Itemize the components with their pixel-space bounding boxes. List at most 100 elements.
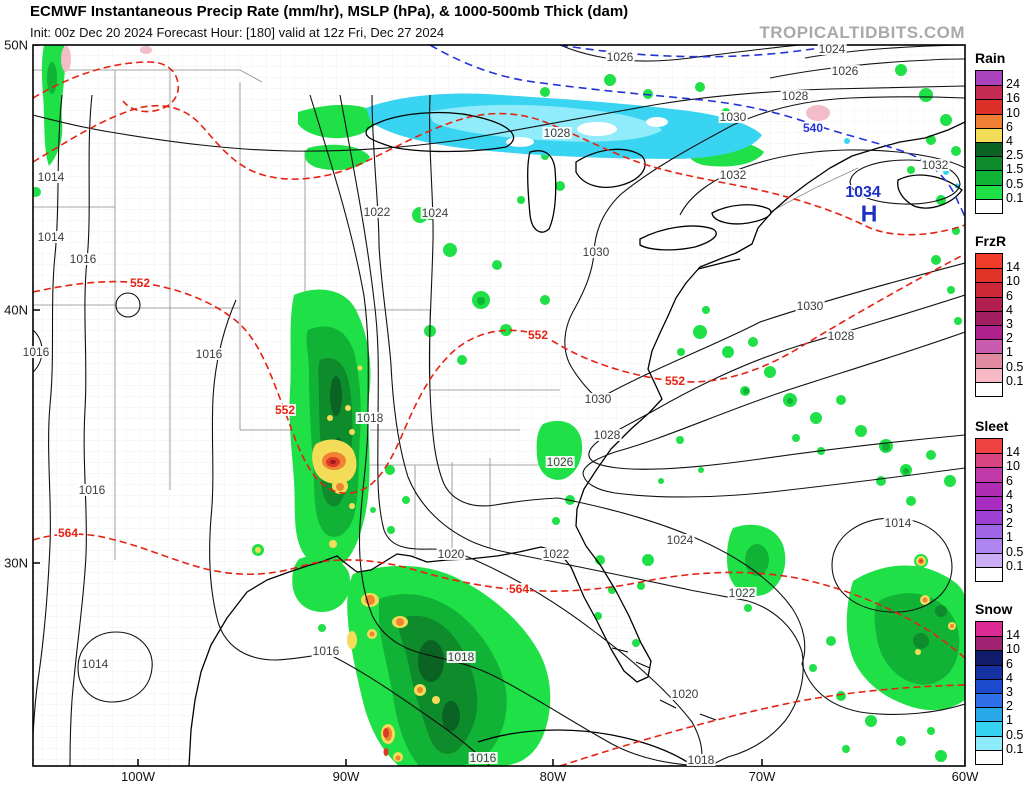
legend-scale-sleet: Sleet 14 10 6 4 3 2 1 0.5 0.1: [975, 418, 1024, 582]
isobar-label: 1024: [665, 533, 695, 547]
isobar-label: 1022: [362, 205, 392, 219]
isobar-label: 1018: [446, 650, 476, 664]
legend-colorbar: [975, 253, 1003, 397]
isobar-label: 1016: [21, 345, 51, 359]
legend-color-block: [976, 692, 1002, 708]
isobar-label: 1024: [420, 206, 450, 220]
legend-tick-value: 0.5: [1006, 727, 1024, 742]
legend-color-block: [976, 170, 1002, 185]
legend-tick-value: 14: [1006, 444, 1020, 459]
isobar-label: 1018: [355, 411, 385, 425]
legend-color-block: [976, 381, 1002, 396]
legend-tick-value: 10: [1006, 274, 1020, 289]
legend-scale-title: FrzR: [975, 233, 1007, 249]
page-title: ECMWF Instantaneous Precip Rate (mm/hr),…: [30, 3, 629, 20]
legend-color-block: [976, 453, 1002, 468]
legend-tick-value: 0.1: [1006, 558, 1024, 573]
legend-color-block: [976, 735, 1002, 750]
legend-tick-value: 4: [1006, 133, 1013, 148]
legend-color-block: [976, 71, 1002, 86]
legend-color-block: [976, 310, 1002, 325]
high-pressure-value: 1034: [845, 184, 881, 201]
legend-color-block: [976, 439, 1002, 454]
legend-color-block: [976, 282, 1002, 297]
legend-color-block: [976, 339, 1002, 354]
legend-color-block: [976, 749, 1002, 764]
isobar-label: 1028: [542, 126, 572, 140]
isobar-label: 1014: [883, 516, 913, 530]
legend-tick-value: 0.5: [1006, 359, 1024, 374]
isobar-label: 1026: [830, 64, 860, 78]
legend-color-block: [976, 141, 1002, 157]
legend-tick-value: 1.5: [1006, 162, 1024, 177]
legend-color-block: [976, 707, 1002, 722]
legend-color-block: [976, 538, 1002, 553]
lon-label: 60W: [951, 769, 979, 784]
isobar-label: 1030: [718, 110, 748, 124]
isobar-label: 1014: [36, 230, 66, 244]
mslp-contours: [33, 45, 965, 766]
legend-tick-value: 6: [1006, 473, 1013, 488]
lat-label: 50N: [4, 37, 28, 53]
legend-color-block: [976, 636, 1002, 651]
legend-tick-value: 0.1: [1006, 741, 1024, 756]
legend-color-block: [976, 156, 1002, 171]
isobar-label: 1016: [311, 644, 341, 658]
legend-color-block: [976, 99, 1002, 114]
legend-color-block: [976, 552, 1002, 567]
legend-tick-value: 16: [1006, 91, 1020, 106]
map-frame: [32, 44, 966, 767]
thickness-label: 540: [801, 121, 825, 135]
legend-tick-value: 1: [1006, 530, 1013, 545]
precip-heavy-red-layer: [326, 457, 923, 756]
thickness-label: 564: [56, 526, 80, 540]
legend-scale-snow: Snow 14 10 6 4 3 2 1 0.5 0.1: [975, 601, 1024, 765]
isobar-label: 1016: [194, 347, 224, 361]
isobar-label: 1014: [80, 657, 110, 671]
legend-color-block: [976, 566, 1002, 581]
legend-tick-value: 0.5: [1006, 544, 1024, 559]
legend-color-block: [976, 524, 1002, 539]
legend-tick-value: 24: [1006, 76, 1020, 91]
isobar-label: 1026: [545, 455, 575, 469]
legend-tick-value: 0.5: [1006, 176, 1024, 191]
legend-color-block: [976, 254, 1002, 269]
legend-scale-title: Sleet: [975, 418, 1009, 434]
isobar-label: 1018: [686, 753, 716, 767]
legend-tick-value: 4: [1006, 302, 1013, 317]
legend-tick-value: 1: [1006, 345, 1013, 360]
legend-tick-value: 6: [1006, 119, 1013, 134]
isobar-label: 1028: [592, 428, 622, 442]
legend-color-block: [976, 664, 1002, 679]
legend-tick-value: 10: [1006, 105, 1020, 120]
isobar-label: 1020: [670, 687, 700, 701]
legend-colorbar: [975, 438, 1003, 582]
isobar-label: 1028: [826, 329, 856, 343]
legend-color-block: [976, 721, 1002, 736]
legend-tick-value: 3: [1006, 501, 1013, 516]
legend-color-block: [976, 678, 1002, 693]
thickness-label: 552: [128, 276, 152, 290]
legend-tick-value: 2.5: [1006, 147, 1024, 162]
legend-tick-value: 6: [1006, 656, 1013, 671]
legend-color-block: [976, 509, 1002, 525]
legend-color-block: [976, 324, 1002, 340]
coastline: [188, 111, 965, 766]
isobar-label: 1014: [36, 170, 66, 184]
lat-label: 40N: [4, 302, 28, 318]
isobar-label: 1030: [795, 299, 825, 313]
legend-color-block: [976, 127, 1002, 142]
isobar-label: 1028: [780, 89, 810, 103]
tropicaltidbits-watermark: TROPICALTIDBITS.COM: [759, 23, 965, 42]
thickness-label: 552: [273, 403, 297, 417]
thickness-label: 552: [526, 328, 550, 342]
legend-tick-value: 2: [1006, 330, 1013, 345]
axis-ticks: [33, 45, 965, 766]
legend-tick-value: 3: [1006, 684, 1013, 699]
legend-color-block: [976, 481, 1002, 496]
isobar-label: 1030: [583, 392, 613, 406]
legend-color-block: [976, 467, 1002, 482]
legend-scale-rain: Rain 24 16 10 6 4 2.5 1.5 0.5 0.1: [975, 50, 1024, 214]
